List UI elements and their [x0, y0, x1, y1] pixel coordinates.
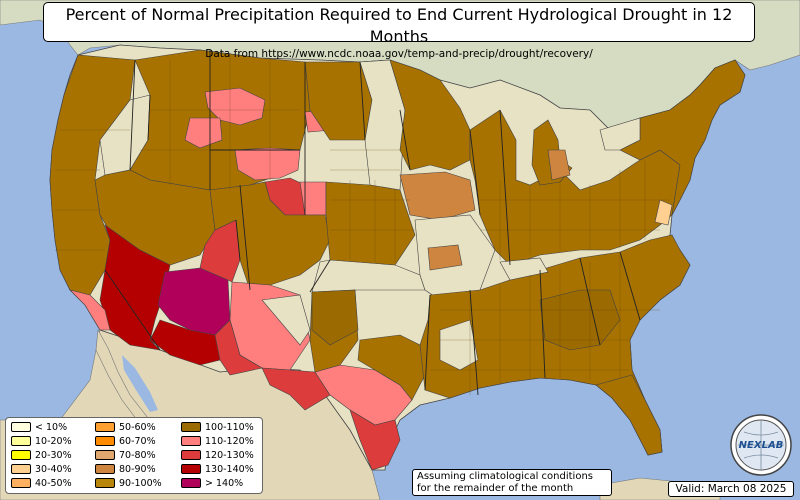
- region-nebraska-brown: [325, 181, 416, 266]
- map-subtitle: Data from https://www.ncdc.noaa.gov/temp…: [205, 48, 593, 60]
- region-east-texas-brown: [357, 334, 426, 401]
- region-northeast: [619, 59, 746, 216]
- legend-swatch: [95, 477, 115, 488]
- legend-item: 20-30%: [11, 449, 72, 462]
- legend: < 10% 10-20% 20-30% 30-40% 40-50% 50-60%…: [5, 417, 263, 494]
- legend-label: 70-80%: [119, 450, 156, 461]
- legend-item: 110-120%: [181, 435, 254, 448]
- gulf-of-california: [122, 355, 158, 412]
- legend-swatch: [11, 463, 31, 474]
- legend-swatch: [181, 449, 201, 460]
- legend-item: 100-110%: [181, 421, 254, 434]
- legend-swatch: [11, 449, 31, 460]
- legend-item: > 140%: [181, 477, 244, 490]
- legend-label: 40-50%: [35, 478, 72, 489]
- valid-date: Valid: March 08 2025: [668, 481, 794, 497]
- region-mississippi-light: [439, 319, 479, 371]
- legend-item: 30-40%: [11, 463, 72, 476]
- legend-swatch: [95, 435, 115, 446]
- florida: [595, 374, 663, 456]
- legend-label: 30-40%: [35, 464, 72, 475]
- legend-item: 40-50%: [11, 477, 72, 490]
- legend-item: < 10%: [11, 421, 68, 434]
- region-wyoming-pink: [234, 147, 301, 181]
- region-iowa-tan: [399, 171, 476, 221]
- logo-text: NEXLAB: [739, 440, 784, 451]
- legend-label: 10-20%: [35, 436, 72, 447]
- legend-label: 90-100%: [119, 478, 162, 489]
- region-missouri-tan: [427, 244, 463, 271]
- legend-swatch: [11, 477, 31, 488]
- title-box: Percent of Normal Precipitation Required…: [43, 2, 755, 60]
- legend-label: 60-70%: [119, 436, 156, 447]
- legend-label: 50-60%: [119, 422, 156, 433]
- legend-label: 110-120%: [205, 436, 254, 447]
- note-line-1: Assuming climatological conditions: [417, 471, 593, 482]
- nexlab-logo: NEXLAB: [730, 414, 792, 476]
- map-title: Percent of Normal Precipitation Required…: [65, 5, 733, 46]
- legend-swatch: [181, 477, 201, 488]
- region-mid-atlantic-light: [654, 199, 673, 226]
- region-ok-brown: [311, 289, 359, 346]
- legend-item: 120-130%: [181, 449, 254, 462]
- legend-label: 20-30%: [35, 450, 72, 461]
- assumption-note: Assuming climatological conditions for t…: [412, 469, 612, 496]
- legend-swatch: [181, 421, 201, 432]
- legend-swatch: [95, 449, 115, 460]
- region-idaho-pink: [184, 117, 223, 149]
- region-upper-midwest: [389, 59, 471, 171]
- region-west-coast: [49, 54, 136, 296]
- region-ny-light: [599, 117, 641, 151]
- region-michigan-tan: [547, 149, 571, 181]
- legend-item: 50-60%: [95, 421, 156, 434]
- region-west-texas-red: [261, 367, 331, 411]
- state-borders: [104, 50, 641, 396]
- legend-label: 100-110%: [205, 422, 254, 433]
- legend-item: 80-90%: [95, 463, 156, 476]
- legend-item: 60-70%: [95, 435, 156, 448]
- legend-label: 130-140%: [205, 464, 254, 475]
- legend-label: 120-130%: [205, 450, 254, 461]
- legend-swatch: [11, 421, 31, 432]
- legend-label: < 10%: [35, 422, 68, 433]
- legend-item: 10-20%: [11, 435, 72, 448]
- legend-item: 130-140%: [181, 463, 254, 476]
- region-texas-south-red: [349, 409, 401, 471]
- legend-label: 80-90%: [119, 464, 156, 475]
- note-line-2: for the remainder of the month: [417, 483, 574, 494]
- logo-globe-lines: [738, 420, 784, 470]
- legend-item: 70-80%: [95, 449, 156, 462]
- legend-swatch: [181, 435, 201, 446]
- legend-item: 90-100%: [95, 477, 162, 490]
- region-texas-pink: [314, 364, 413, 426]
- legend-swatch: [95, 463, 115, 474]
- legend-swatch: [95, 421, 115, 432]
- region-kentucky-light: [499, 257, 549, 281]
- legend-swatch: [11, 435, 31, 446]
- region-socal-pink: [69, 289, 111, 331]
- legend-swatch: [181, 463, 201, 474]
- legend-label: > 140%: [205, 478, 244, 489]
- region-kansas-light: [311, 259, 426, 293]
- region-tx-light: [261, 294, 311, 346]
- region-az-south-red: [149, 319, 221, 366]
